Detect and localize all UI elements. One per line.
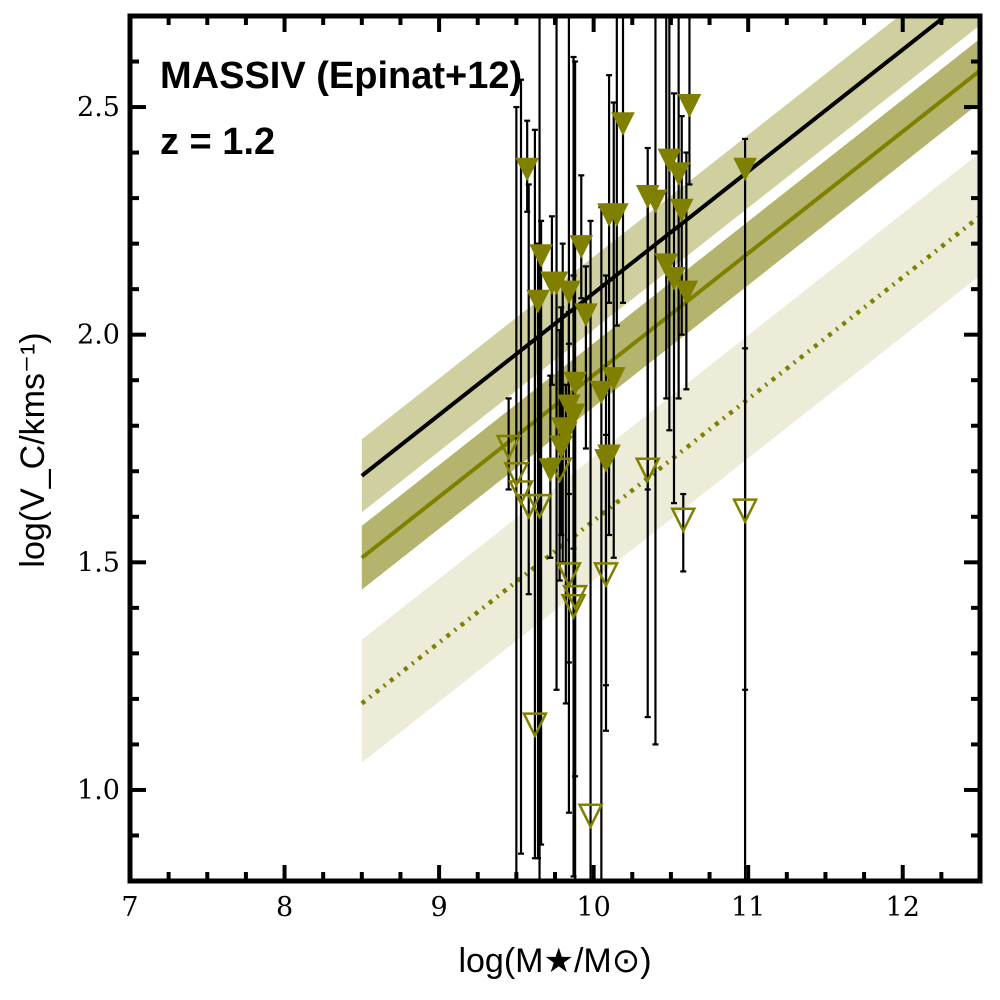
filled-triangle-point [589,380,614,405]
x-tick-label: 12 [886,892,920,923]
open-triangle-point [521,712,548,739]
filled-triangle-point [611,112,635,136]
filled-triangle-point [515,157,539,182]
y-tick-label: 2.0 [77,320,120,351]
redshift-label: z = 1.2 [160,121,275,163]
filled-triangle-point [657,148,682,173]
x-tick-label: 11 [731,892,765,923]
plot-frame [127,13,983,884]
filled-triangle-point [563,371,587,396]
filled-triangle-point [601,367,626,391]
open-triangle-point [592,562,620,589]
filled-triangle-point [526,289,550,314]
y-tick-label: 1.0 [77,775,120,806]
x-tick-label: 9 [430,892,447,923]
filled-triangle-point [554,421,578,446]
filled-triangle-point [529,244,553,268]
survey-label: MASSIV (Epinat+12) [160,55,522,97]
open-triangle-point [546,457,573,484]
filled-triangle-point [557,280,581,305]
open-triangle-point [577,803,604,830]
x-tick-label: 7 [121,892,138,923]
filled-triangle-point [597,203,621,227]
line-solid-black [360,16,949,478]
scatter-bands [361,16,980,763]
filled-triangle-point [574,303,598,328]
line-solid-olive [360,69,980,560]
filled-triangle-point [677,94,702,118]
open-triangle-point [670,507,697,534]
y-tick-label: 2.5 [77,92,120,123]
x-tick-labels: 7 8 9 10 11 12 [121,892,920,923]
filled-triangle-point [674,280,699,305]
data-points [495,94,759,830]
filled-triangle-point [643,189,668,214]
open-triangle-point [555,562,582,589]
filled-triangle-point [666,162,691,186]
filled-triangle-point [733,157,757,182]
relation-lines [360,16,980,706]
open-triangle-point [495,434,522,461]
y-tick-label: 1.5 [77,547,120,578]
filled-triangle-point [669,198,694,223]
x-tick-label: 8 [276,892,293,923]
filled-triangle-point [569,235,594,259]
open-triangle-point [507,480,535,507]
x-tick-label: 10 [576,892,610,923]
open-triangle-point [503,462,530,489]
filled-triangle-point [594,449,618,473]
y-tick-labels: 1.0 1.5 2.0 2.5 [77,92,120,806]
filled-triangle-point [654,253,679,277]
filled-triangle-point [662,267,686,291]
y-axis-title: log(V_C/kms⁻¹) [14,332,52,567]
open-triangle-point [562,584,589,611]
x-axis-title: log(M★/M⊙) [458,942,651,980]
open-triangle-point [732,498,759,525]
open-triangle-point [526,493,553,520]
open-triangle-point [560,594,587,621]
filled-triangle-point [561,403,586,428]
open-triangle-point [634,457,661,484]
